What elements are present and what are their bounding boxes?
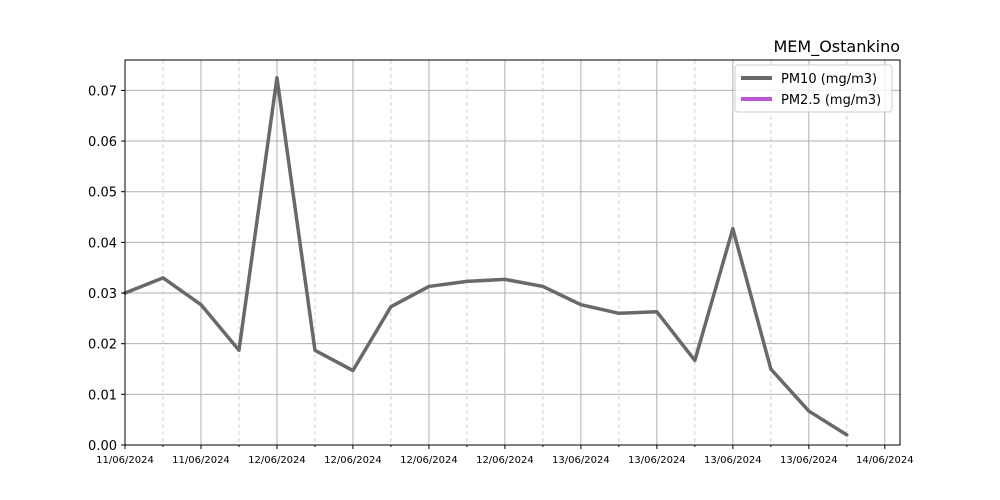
chart-title: MEM_Ostankino	[773, 37, 900, 57]
y-tick-label: 0.07	[88, 84, 117, 99]
series-layer	[123, 75, 849, 437]
x-tick-label: 11/06/2024	[172, 455, 230, 466]
x-tick-label: 12/06/2024	[476, 455, 534, 466]
y-tick-label: 0.01	[88, 388, 117, 403]
series-line-pm10	[123, 75, 849, 437]
x-tick-label: 11/06/2024	[96, 455, 154, 466]
x-tick-label: 14/06/2024	[856, 455, 914, 466]
y-axis-tick-labels: 0.00 0.01 0.02 0.03 0.04 0.05 0.06 0.07	[88, 84, 117, 454]
x-tick-label: 12/06/2024	[324, 455, 382, 466]
x-tick-label: 13/06/2024	[704, 455, 762, 466]
major-grid	[124, 60, 900, 446]
y-tick-label: 0.00	[88, 439, 117, 454]
y-tick-label: 0.02	[88, 338, 117, 353]
x-tick-label: 12/06/2024	[248, 455, 306, 466]
legend-box	[734, 64, 893, 113]
minor-grid	[162, 60, 848, 445]
legend: PM10 (mg/m3) PM2.5 (mg/m3)	[734, 64, 893, 113]
axis-ticks	[121, 89, 886, 449]
y-tick-label: 0.05	[88, 186, 117, 201]
x-tick-label: 13/06/2024	[628, 455, 686, 466]
y-tick-label: 0.03	[88, 287, 117, 302]
x-axis-tick-labels: 11/06/2024 11/06/2024 12/06/2024 12/06/2024…	[96, 455, 913, 466]
plot-frame	[124, 59, 901, 446]
x-tick-label: 12/06/2024	[400, 455, 458, 466]
y-tick-label: 0.06	[88, 135, 117, 150]
legend-label-pm25: PM2.5 (mg/m3)	[781, 93, 881, 108]
legend-label-pm10: PM10 (mg/m3)	[781, 72, 877, 87]
x-tick-label: 13/06/2024	[552, 455, 610, 466]
x-tick-label: 13/06/2024	[780, 455, 838, 466]
y-tick-label: 0.04	[88, 236, 117, 251]
